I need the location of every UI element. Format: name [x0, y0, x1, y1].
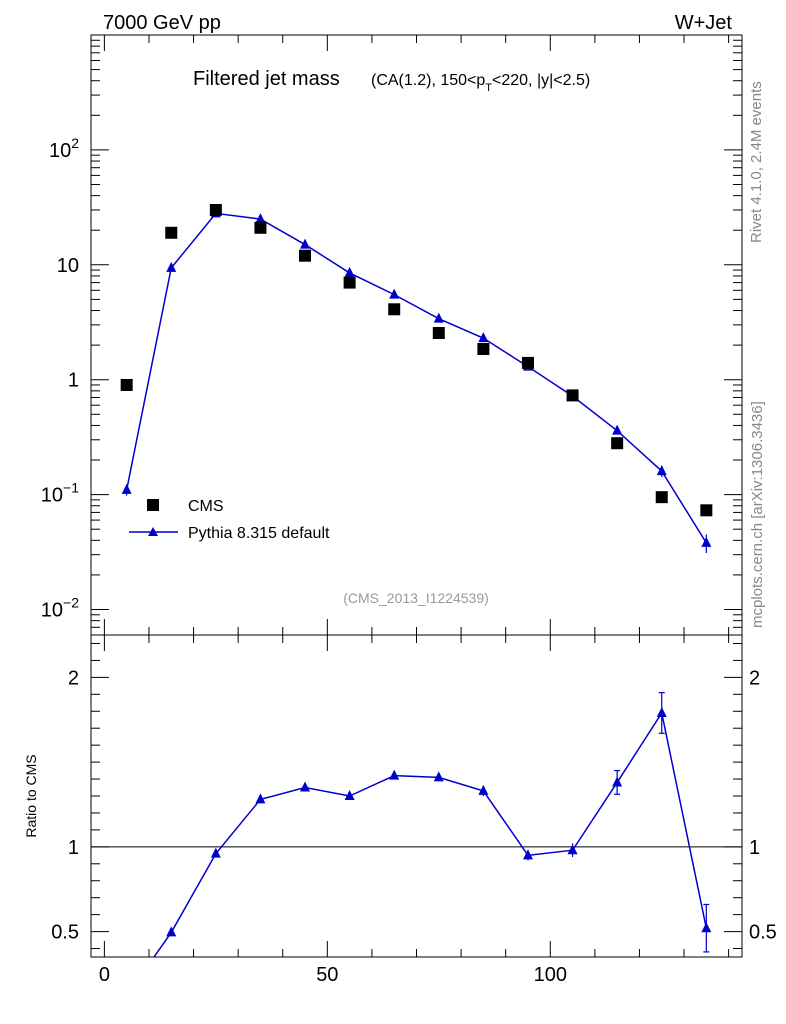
chart-subtitle: (CA(1.2), 150<pT<220, |y|<2.5) [371, 72, 590, 94]
cms-point [299, 249, 312, 262]
ratio-y-axis-title: Ratio to CMS [23, 754, 39, 837]
ratio-point [300, 781, 311, 792]
ratio-y-tick-label-right: 2 [749, 667, 760, 689]
cms-point [700, 504, 713, 517]
ratio-point [344, 790, 355, 800]
ratio-point [567, 844, 578, 855]
analysis-id: (CMS_2013_I1224539) [343, 590, 489, 606]
ratio-line [153, 711, 708, 957]
pythia-line [125, 212, 707, 544]
main-series [120, 203, 713, 554]
y-tick-base: 10 [41, 485, 63, 507]
ratio-point [433, 771, 444, 782]
legend-cms-label: CMS [188, 498, 224, 515]
ratio-clipped-group [153, 692, 712, 957]
ratio-y-tick-label: 2 [68, 667, 79, 689]
mcplots-label: mcplots.cern.ch [arXiv:1306.3436] [749, 401, 766, 628]
pythia-point [612, 424, 623, 435]
ratio-point [701, 922, 712, 933]
pythia-point [255, 213, 266, 224]
y-tick-exponent: −2 [63, 595, 79, 611]
cms-point [477, 343, 490, 356]
pythia-point [433, 312, 444, 323]
pythia-point [121, 483, 132, 494]
cms-point [165, 226, 178, 239]
cms-point [388, 303, 401, 316]
subtitle-pre: (CA(1.2), 150<p [371, 72, 485, 89]
pythia-point [701, 536, 712, 547]
x-tick-label: 50 [316, 964, 338, 986]
ratio-point [656, 706, 667, 717]
y-tick-exponent: −1 [63, 480, 79, 496]
pythia-point [656, 465, 667, 476]
cms-point [566, 389, 579, 402]
cms-point [521, 356, 534, 369]
ratio-series [153, 692, 712, 957]
chart-title: Filtered jet mass [193, 68, 340, 90]
main-y-tick-label: 102 [49, 135, 79, 162]
cms-point [432, 326, 445, 339]
legend-pythia-marker [148, 527, 158, 536]
ratio-point [166, 926, 177, 937]
main-y-tick-label: 10 [57, 255, 79, 277]
cms-point [343, 276, 356, 289]
y-tick-base: 10 [49, 140, 71, 162]
legend-pythia-label: Pythia 8.315 default [188, 525, 330, 542]
ratio-y-tick-label-right: 0.5 [749, 922, 777, 944]
ratio-y-tick-label: 0.5 [51, 922, 79, 944]
ratio-point [522, 849, 533, 860]
ratio-point [210, 847, 221, 858]
ratio-point [255, 793, 266, 804]
ratio-y-tick-label: 1 [68, 837, 79, 859]
pythia-point [166, 261, 177, 272]
main-y-tick-label: 10−2 [41, 595, 79, 622]
cms-point [611, 437, 624, 450]
subtitle-sub: T [485, 82, 492, 94]
pythia-point [300, 238, 311, 249]
main-y-tick-label: 10−1 [41, 480, 79, 507]
x-tick-label: 100 [534, 964, 567, 986]
ratio-y-tick-label-right: 1 [749, 837, 760, 859]
x-tick-label: 0 [99, 964, 110, 986]
pythia-point [478, 332, 489, 343]
cms-point [655, 491, 668, 504]
process-label: W+Jet [675, 12, 733, 34]
ratio-point [478, 784, 489, 795]
pythia-point [344, 266, 355, 277]
y-tick-base: 10 [41, 600, 63, 622]
y-tick-exponent: 2 [71, 135, 79, 151]
rivet-label: Rivet 4.1.0, 2.4M events [748, 81, 765, 243]
axis-ticks [91, 35, 742, 957]
legend-cms-marker [147, 499, 159, 511]
subtitle-post: <220, |y|<2.5) [492, 72, 590, 89]
ratio-point [389, 769, 400, 780]
pythia-point [389, 288, 400, 299]
cms-point [209, 203, 222, 216]
cms-point [120, 378, 133, 391]
ratio-point [612, 776, 623, 787]
energy-label: 7000 GeV pp [103, 12, 221, 34]
cms-point [254, 221, 267, 234]
main-y-tick-label: 1 [68, 370, 79, 392]
